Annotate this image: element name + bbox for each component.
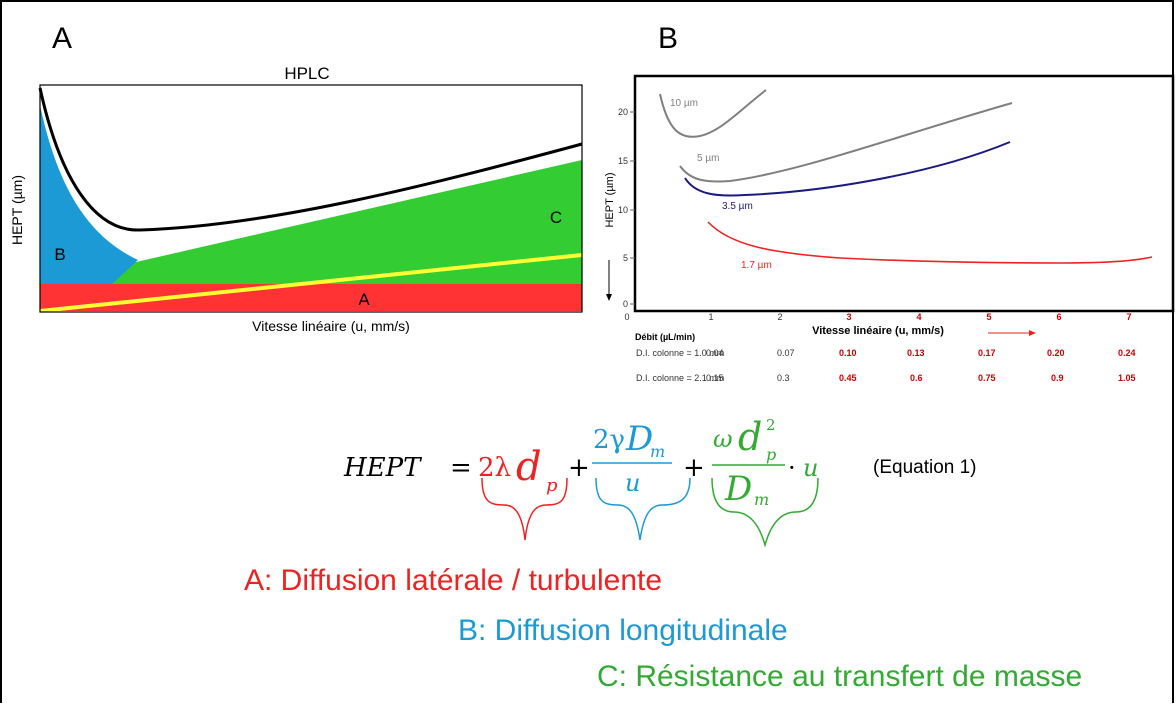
b-xtick-2: 2: [777, 312, 782, 322]
eq-t3-sup: 2: [766, 416, 776, 434]
legend-a: A: Diffusion latérale / turbulente: [244, 564, 663, 597]
flow-header: Débit (µL/min): [635, 332, 695, 342]
row1-label: D.I. colonne = 1.0 mm: [636, 348, 724, 358]
row1-v6: 0.24: [1118, 348, 1136, 358]
brace-c: [711, 477, 819, 548]
panel-b-chart: 0 5 10 15 20 HEPT (µm) 10 µm 5 µm 3.5 µm…: [604, 74, 1175, 383]
row2-v1: 0.3: [777, 373, 790, 383]
eq-equals: =: [450, 453, 472, 483]
row1-v0: 0.04: [706, 348, 724, 358]
row2-v5: 0.9: [1051, 373, 1064, 383]
total-curve: [38, 87, 583, 232]
curve-1_7um: [707, 221, 1153, 264]
b-ytick-0: 0: [623, 299, 628, 309]
brace-b: [595, 477, 691, 541]
region-b-label: B: [54, 245, 65, 264]
eq-t3-den-sub: m: [754, 490, 769, 509]
b-ytick-5: 5: [623, 253, 628, 263]
eq-t3-mult: u: [803, 454, 818, 482]
row1-v4: 0.17: [978, 348, 996, 358]
b-xtick-1: 1: [708, 312, 713, 322]
series-label-10um: 10 µm: [670, 98, 698, 109]
panel-a-xlabel: Vitesse linéaire (u, mm/s): [252, 318, 410, 334]
line-a-plus-c: [39, 253, 583, 313]
row2-v3: 0.6: [910, 373, 923, 383]
x-right-arrowhead: [1029, 330, 1036, 336]
panel-b-yticks: 0 5 10 15 20: [618, 107, 635, 309]
panel-a-chart: HPLC B C A HEPT (µm) Vitesse linéaire (u…: [9, 64, 583, 334]
y-down-arrowhead: [606, 294, 612, 301]
row2-v6: 1.05: [1118, 373, 1136, 383]
region-b: [40, 105, 138, 284]
legend-b: B: Diffusion longitudinale: [458, 614, 788, 647]
curve-5um: [679, 102, 1013, 183]
flow-row-1: D.I. colonne = 1.0 mm 0.04 0.07 0.10 0.1…: [636, 348, 1136, 358]
row2-v0: 0.15: [706, 373, 724, 383]
panel-b-xticks: 0 1 2 3 4 5 6 7: [624, 312, 1131, 322]
panel-b-axes: [633, 74, 1175, 313]
eq-t1-coef: 2λ: [478, 453, 511, 483]
region-a-label: A: [358, 290, 370, 309]
row2-v2: 0.45: [839, 373, 857, 383]
b-xtick-4: 4: [916, 312, 921, 322]
eq-t3-coef: ω: [713, 425, 733, 453]
row2-v4: 0.75: [978, 373, 996, 383]
region-c: [40, 160, 582, 284]
b-xtick-6: 6: [1056, 312, 1061, 322]
panel-a-axes: [39, 84, 583, 313]
b-xtick-7: 7: [1126, 312, 1131, 322]
series-label-3_5um: 3.5 µm: [722, 201, 753, 212]
eq-t3-sub: p: [766, 445, 776, 464]
b-ytick-20: 20: [618, 107, 628, 117]
b-ytick-10: 10: [618, 205, 628, 215]
eq-t1-var: d: [516, 444, 542, 490]
series-label-1_7um: 1.7 µm: [741, 260, 772, 271]
curve-3_5um: [684, 141, 1011, 197]
eq-t1-sub: p: [546, 475, 558, 496]
row2-label: D.I. colonne = 2.1 mm: [636, 373, 724, 383]
row1-v1: 0.07: [777, 348, 795, 358]
b-xtick-5: 5: [986, 312, 991, 322]
b-xtick-0: 0: [624, 312, 629, 322]
eq-t2-sub: m: [650, 442, 665, 461]
eq-t3-den-var: D: [724, 469, 752, 509]
region-a: [40, 284, 582, 311]
b-ytick-15: 15: [618, 156, 628, 166]
panel-a-ylabel: HEPT (µm): [9, 175, 25, 245]
b-xtick-3: 3: [846, 312, 851, 322]
panel-a-letter: A: [52, 22, 73, 55]
eq-dot: ·: [788, 454, 796, 482]
eq-t2-den: u: [625, 469, 640, 497]
equation-1: HEPT = 2λ d p + 2γ D m u + ω d 2 p D m ·…: [343, 415, 819, 548]
region-c-label: C: [550, 208, 562, 227]
panel-b-xlabel: Vitesse linéaire (u, mm/s): [812, 325, 944, 337]
legend-c: C: Résistance au transfert de masse: [597, 660, 1083, 693]
brace-a: [481, 477, 568, 541]
panel-a-title: HPLC: [284, 64, 329, 83]
eq-plus-2: +: [683, 453, 705, 483]
eq-plus-1: +: [568, 453, 590, 483]
curve-10um: [659, 89, 767, 138]
row1-v2: 0.10: [839, 348, 857, 358]
equation-label: (Equation 1): [873, 457, 977, 478]
eq-t2-coef: 2γ: [593, 425, 625, 455]
eq-t3-var: d: [738, 415, 762, 459]
flow-row-2: D.I. colonne = 2.1 mm 0.15 0.3 0.45 0.6 …: [636, 373, 1136, 383]
row1-v3: 0.13: [907, 348, 925, 358]
eq-t2-var: D: [625, 419, 653, 459]
row1-v5: 0.20: [1047, 348, 1065, 358]
series-label-5um: 5 µm: [697, 153, 719, 164]
eq-lhs: HEPT: [343, 453, 422, 483]
panel-b-ylabel: HEPT (µm): [604, 172, 616, 227]
panel-b-letter: B: [658, 22, 679, 55]
